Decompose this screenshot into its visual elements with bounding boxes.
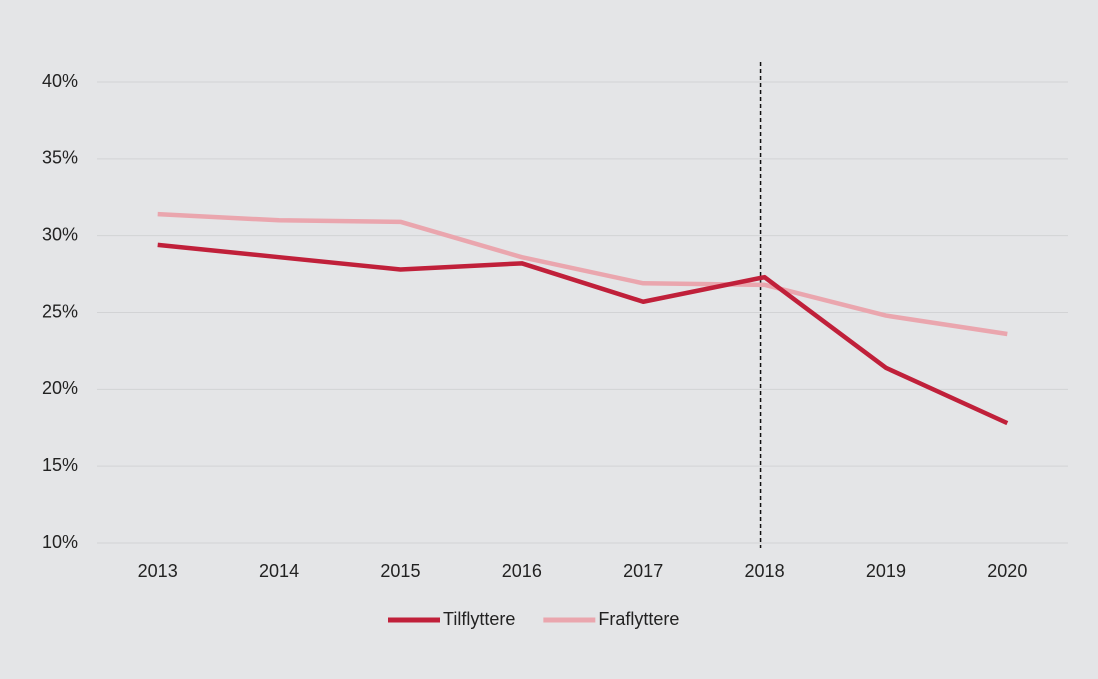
legend-label: Tilflyttere: [443, 609, 515, 629]
y-tick-label: 35%: [42, 148, 78, 168]
series-line: [157, 242, 1009, 426]
y-tick-label: 30%: [42, 224, 78, 244]
series-line: [157, 211, 1008, 337]
legend-label: Fraflyttere: [598, 609, 679, 629]
x-tick-label: 2015: [380, 561, 420, 581]
x-tick-label: 2014: [259, 561, 299, 581]
x-tick-label: 2019: [866, 561, 906, 581]
x-tick-label: 2017: [623, 561, 663, 581]
y-tick-label: 10%: [42, 532, 78, 552]
y-tick-label: 40%: [42, 71, 78, 91]
y-tick-label: 25%: [42, 301, 78, 321]
x-tick-label: 2018: [745, 561, 785, 581]
x-tick-label: 2020: [987, 561, 1027, 581]
x-tick-label: 2016: [502, 561, 542, 581]
y-tick-label: 20%: [42, 378, 78, 398]
y-tick-label: 15%: [42, 455, 78, 475]
x-tick-label: 2013: [138, 561, 178, 581]
